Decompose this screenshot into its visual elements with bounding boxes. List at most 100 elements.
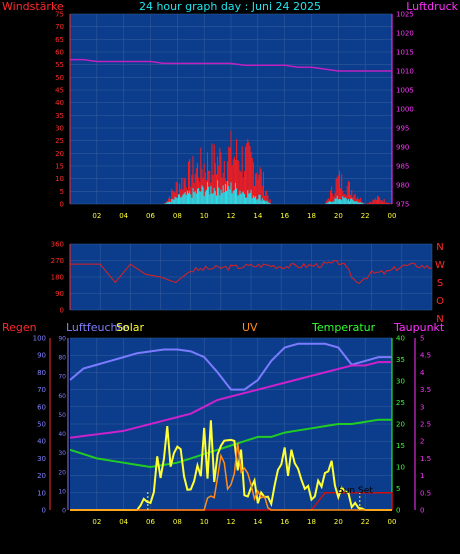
panel1-x-tick: 06 [146,212,155,220]
panel2-left-tick: 180 [51,274,64,282]
panel1-x-axis: 02 04 06 08 10 12 14 16 18 20 22 00 [92,212,396,220]
panel3-series [69,342,393,511]
panel3-x-tick: 22 [361,518,370,526]
panel3-temp-tick: 35 [396,356,405,364]
panel1-right-tick: 990 [396,144,409,152]
panel1-x-tick: 14 [253,212,262,220]
panel3-x-tick: 00 [388,518,397,526]
panel1-right-tick: 1025 [396,11,414,19]
panel3-humidity-tick: 60 [58,393,66,400]
panel3-regen-tick: 90 [37,352,46,360]
panel3-humidity-tick: 30 [58,450,66,457]
wind-direction-line [70,259,433,285]
panel1-left-tick: 10 [55,175,64,183]
label-uv: UV [242,321,258,334]
panel3-dew-tick: 3 [420,403,424,411]
panel1-x-tick: 16 [280,212,289,220]
panel3-dew-tick: 0 [420,507,424,515]
panel3-regen-tick: 70 [37,386,46,394]
panel1-x-tick: 20 [334,212,343,220]
panel2-series [70,259,433,285]
panel3-dew-tick: 2.5 [420,421,431,429]
panel3-humidity-tick: 70 [58,374,66,381]
panel-environment: Regen Luftfeuchte Solar UV Temperatur Ta… [2,321,445,526]
panel3-dew-tick: 1.5 [420,455,431,463]
panel1-x-tick: 12 [227,212,236,220]
panel1-right-tick: 995 [396,125,409,133]
dewpoint-line [69,361,392,439]
panel2-compass-label: N [436,242,443,253]
panel3-dew-tick: 5 [420,335,424,343]
panel1-left-tick: 15 [55,163,64,171]
panel3-temp-tick: 5 [396,485,400,493]
panel1-left-tick: 25 [55,137,64,145]
panel2-compass-label: W [435,260,445,271]
panel1-left-axis: 0 5 10 15 20 25 30 35 40 45 50 55 60 65 70 75 [55,11,71,209]
panel1-right-tick: 975 [396,201,409,209]
panel1-left-tick: 20 [55,150,64,158]
panel1-x-tick: 22 [361,212,370,220]
panel3-regen-tick: 30 [37,455,46,463]
panel3-humidity-tick: 0 [62,508,66,515]
panel1-left-title: Windstärke [2,0,64,13]
panel3-dew-tick: 3.5 [420,386,431,394]
uv-line [70,442,392,511]
panel3-humidity-tick: 20 [58,469,66,476]
panel3-x-tick: 16 [280,518,289,526]
panel3-dew-tick: 4.5 [420,352,431,360]
panel2-left-tick: 0 [60,307,64,315]
panel3-dew-tick: 1 [420,472,424,480]
panel-wind-pressure: Windstärke 24 hour graph day : Juni 24 2… [2,0,459,220]
label-luftfeuchte: Luftfeuchte [66,321,129,334]
panel1-x-tick: 18 [307,212,316,220]
panel1-left-tick: 5 [60,188,64,196]
panel2-compass-label: O [436,296,444,307]
panel3-x-tick: 10 [200,518,209,526]
panel2-left-tick: 360 [51,241,64,249]
panel3-humidity-tick: 90 [58,336,66,343]
panel1-left-tick: 30 [55,125,64,133]
panel3-x-tick: 06 [146,518,155,526]
panel1-left-tick: 60 [55,49,64,57]
panel2-grid [70,243,433,311]
panel1-right-tick: 1010 [396,68,414,76]
panel3-temp-tick: 30 [396,378,405,386]
panel2-left-axis: 0 90 180 270 360 [51,241,71,315]
panel1-right-tick: 1020 [396,30,414,38]
panel1-x-tick: 02 [92,212,101,220]
panel3-humidity-tick: 40 [58,431,66,438]
humidity-line [69,342,392,391]
panel3-humidity-tick: 50 [58,412,66,419]
panel1-center-title: 24 hour graph day : Juni 24 2025 [139,0,321,13]
panel1-right-tick: 980 [396,182,409,190]
panel3-regen-tick: 0 [42,507,46,515]
panel1-left-tick: 75 [55,11,64,19]
panel3-temp-tick: 15 [396,442,405,450]
temperature-line [69,418,392,469]
panel1-right-title: Luftdruck [406,0,458,13]
panel1-x-tick: 04 [119,212,128,220]
panel1-left-tick: 40 [55,99,64,107]
panel3-x-tick: 04 [119,518,128,526]
panel2-compass-label: S [437,278,443,289]
panel1-x-tick: 08 [173,212,182,220]
panel1-left-tick: 0 [60,201,64,209]
pressure-line [70,58,392,72]
label-regen: Regen [2,321,37,334]
label-solar: Solar [116,321,145,334]
panel3-x-tick: 20 [334,518,343,526]
label-taupunkt: Taupunkt [393,321,445,334]
panel1-left-tick: 35 [55,112,64,120]
panel3-regen-tick: 20 [37,472,46,480]
panel3-regen-tick: 10 [37,489,46,497]
panel3-temp-tick: 25 [396,399,405,407]
panel3-temp-tick: 0 [396,507,400,515]
panel3-axes: 0102030405060708090100010203040506070809… [33,335,432,527]
panel1-left-tick: 65 [55,36,64,44]
label-temperatur: Temperatur [311,321,376,334]
panel3-humidity-tick: 80 [58,355,66,362]
panel3-regen-tick: 80 [37,369,46,377]
